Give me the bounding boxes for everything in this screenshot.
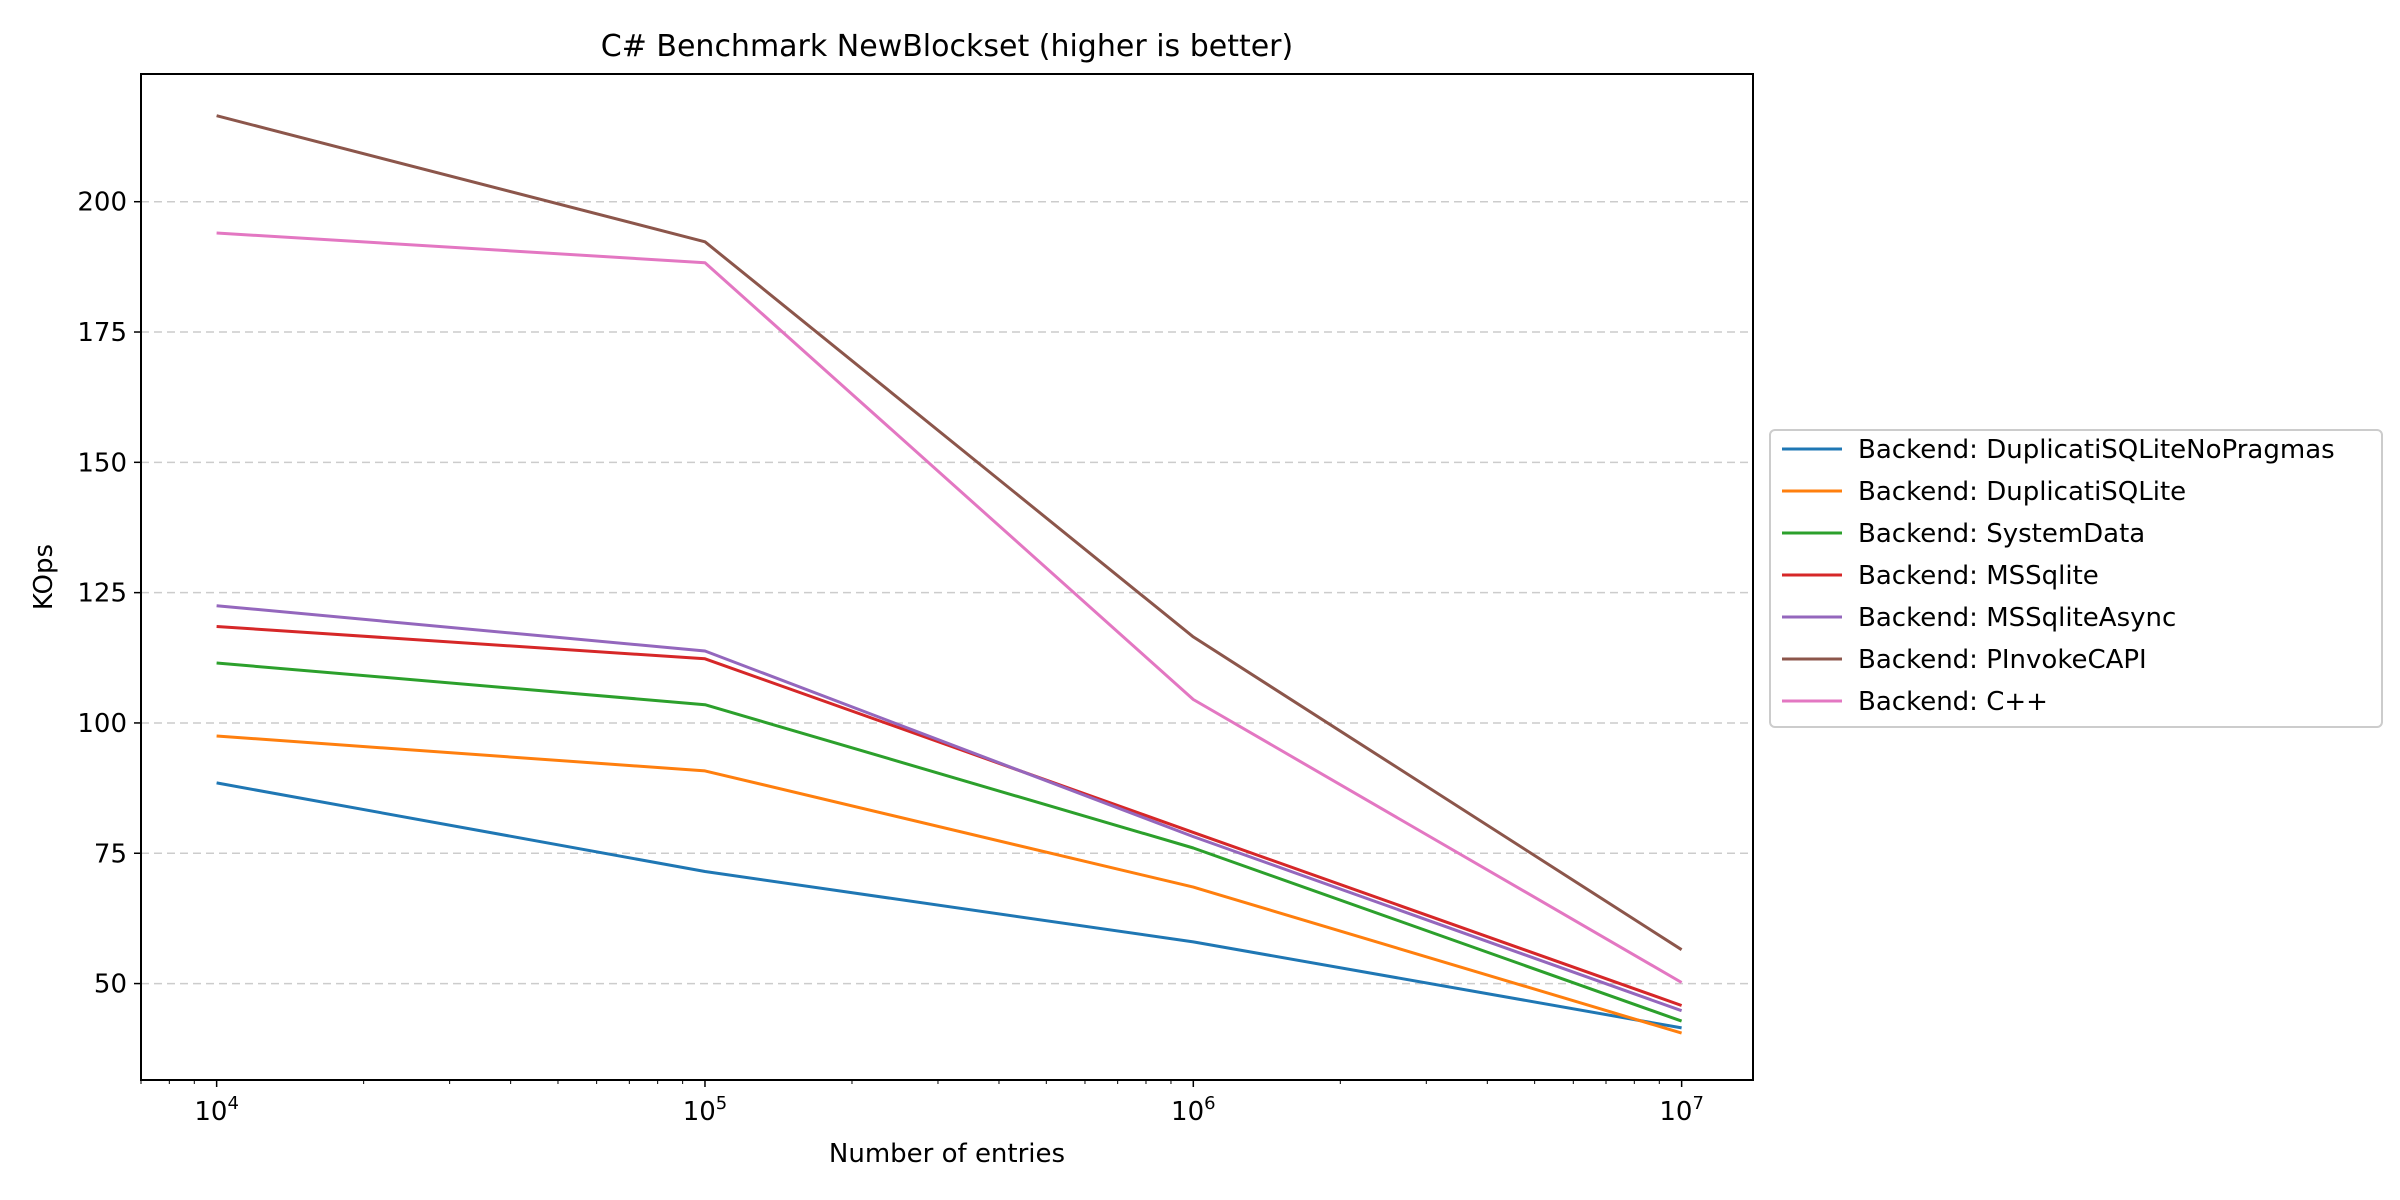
legend-label-duplicatisqlitenopragmas: Backend: DuplicatiSQLiteNoPragmas bbox=[1858, 435, 2335, 465]
x-axis-ticks: 104 105 106 107 bbox=[140, 1080, 1704, 1127]
series-line-systemdata bbox=[216, 661, 1683, 1023]
series-line-pinvokecapi bbox=[216, 114, 1683, 951]
y-axis-ticks: 50 75 100 125 150 175 200 bbox=[77, 188, 141, 1000]
series-line-duplicatisqlitenopragmas bbox=[216, 781, 1682, 1030]
legend-label-systemdata: Backend: SystemData bbox=[1858, 519, 2145, 549]
legend-frame bbox=[1769, 429, 2383, 728]
series-line-c bbox=[216, 231, 1683, 984]
x-tick-label: 105 bbox=[683, 1093, 728, 1127]
y-axis-label: KOps bbox=[29, 544, 59, 610]
legend: Backend: DuplicatiSQLiteNoPragmas Backend… bbox=[1769, 429, 2383, 728]
legend-label-c: Backend: C++ bbox=[1858, 687, 2048, 717]
series-line-duplicatisqlite bbox=[216, 734, 1683, 1035]
y-tick-label: 100 bbox=[77, 709, 127, 739]
y-tick-label: 175 bbox=[77, 318, 127, 348]
legend-label-pinvokecapi: Backend: PInvokeCAPI bbox=[1858, 645, 2147, 675]
x-tick-label: 106 bbox=[1171, 1093, 1216, 1127]
x-axis-label: Number of entries bbox=[829, 1139, 1065, 1169]
series-line-mssqlite bbox=[216, 625, 1683, 1007]
y-tick-label: 50 bbox=[94, 970, 127, 1000]
legend-label-mssqliteasync: Backend: MSSqliteAsync bbox=[1858, 603, 2176, 633]
y-tick-label: 125 bbox=[77, 579, 127, 609]
plot-area-frame bbox=[140, 73, 1754, 1081]
y-gridlines bbox=[141, 200, 1753, 985]
chart-title: C# Benchmark NewBlockset (higher is bett… bbox=[601, 29, 1293, 64]
series-line-mssqliteasync bbox=[216, 604, 1683, 1013]
series-lines bbox=[216, 114, 1683, 1035]
y-tick-label: 75 bbox=[94, 839, 127, 869]
x-tick-label: 104 bbox=[194, 1093, 239, 1127]
x-tick-label: 107 bbox=[1659, 1093, 1704, 1127]
legend-label-mssqlite: Backend: MSSqlite bbox=[1858, 561, 2099, 591]
y-tick-label: 200 bbox=[77, 188, 127, 218]
y-tick-label: 150 bbox=[77, 448, 127, 478]
legend-label-duplicatisqlite: Backend: DuplicatiSQLite bbox=[1858, 477, 2186, 507]
